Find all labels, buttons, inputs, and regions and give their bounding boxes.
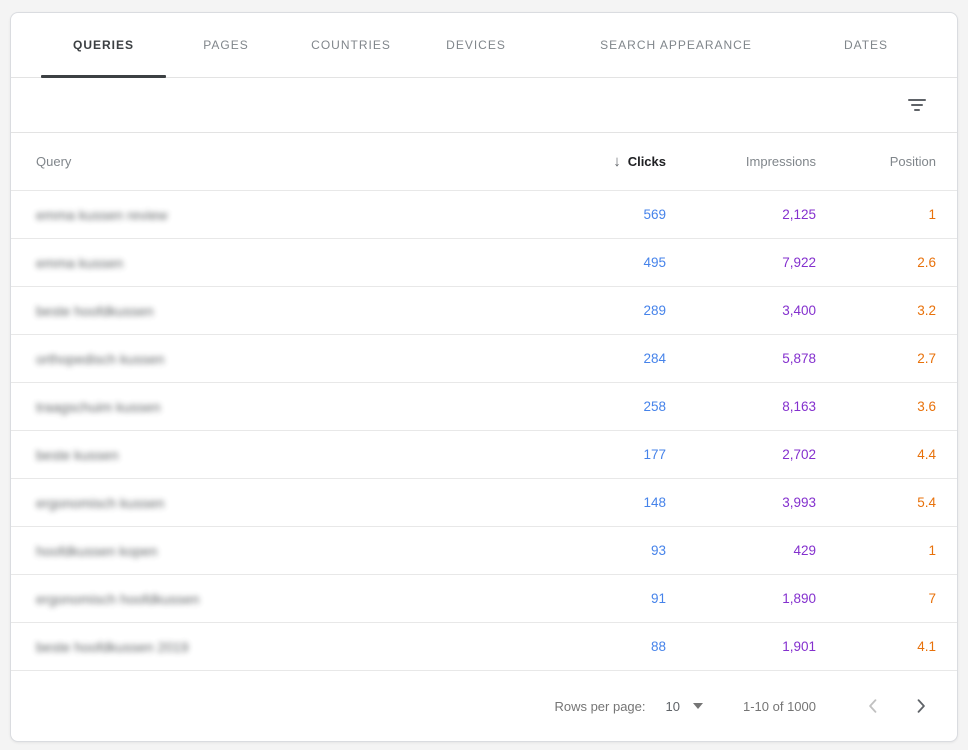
impressions-cell: 7,922 bbox=[782, 255, 816, 270]
blurred-query-text: ergonomisch hoofdkussen bbox=[36, 590, 200, 607]
chevron-left-icon bbox=[869, 699, 877, 713]
pagination-range-label: 1-10 of 1000 bbox=[742, 698, 816, 714]
filter-icon[interactable] bbox=[905, 93, 929, 117]
previous-page-button[interactable] bbox=[858, 691, 888, 721]
blurred-query-text: hoofdkussen kopen bbox=[36, 542, 158, 559]
tab-countries[interactable]: COUNTRIES bbox=[311, 38, 391, 52]
column-header-clicks[interactable]: ↓ Clicks bbox=[613, 153, 666, 170]
query-cell: beste hoofdkussen bbox=[36, 303, 516, 319]
tab-devices[interactable]: DEVICES bbox=[446, 38, 506, 52]
clicks-cell: 177 bbox=[643, 447, 666, 462]
blurred-query-text: beste kussen bbox=[36, 446, 119, 463]
sort-descending-icon: ↓ bbox=[613, 153, 621, 170]
column-header-query[interactable]: Query bbox=[36, 154, 72, 169]
query-cell: ergonomisch hoofdkussen bbox=[36, 591, 516, 607]
tab-pages[interactable]: PAGES bbox=[203, 38, 249, 52]
table-row[interactable]: orthopedisch kussen 284 5,878 2.7 bbox=[11, 334, 957, 382]
query-cell: ergonomisch kussen bbox=[36, 495, 516, 511]
position-cell: 4.4 bbox=[917, 447, 936, 462]
clicks-cell: 88 bbox=[650, 639, 666, 654]
clicks-cell: 284 bbox=[643, 351, 666, 366]
dropdown-arrow-icon bbox=[692, 703, 703, 709]
position-cell: 4.1 bbox=[917, 639, 936, 654]
table-row[interactable]: emma kussen review 569 2,125 1 bbox=[11, 190, 957, 238]
table-row[interactable]: ergonomisch hoofdkussen 91 1,890 7 bbox=[11, 574, 957, 622]
position-cell: 3.6 bbox=[917, 399, 936, 414]
clicks-cell: 289 bbox=[643, 303, 666, 318]
impressions-cell: 429 bbox=[793, 543, 816, 558]
impressions-cell: 3,400 bbox=[782, 303, 816, 318]
blurred-query-text: traagschuim kussen bbox=[36, 398, 161, 415]
table-row[interactable]: traagschuim kussen 258 8,163 3.6 bbox=[11, 382, 957, 430]
blurred-query-text: emma kussen review bbox=[36, 206, 168, 223]
query-cell: emma kussen bbox=[36, 255, 516, 271]
column-header-impressions[interactable]: Impressions bbox=[745, 154, 816, 169]
query-cell: orthopedisch kussen bbox=[36, 351, 516, 367]
next-page-button[interactable] bbox=[906, 691, 936, 721]
table-row[interactable]: beste hoofdkussen 2019 88 1,901 4.1 bbox=[11, 622, 957, 670]
clicks-cell: 148 bbox=[643, 495, 666, 510]
position-cell: 5.4 bbox=[917, 495, 936, 510]
clicks-cell: 495 bbox=[643, 255, 666, 270]
table-row[interactable]: hoofdkussen kopen 93 429 1 bbox=[11, 526, 957, 574]
impressions-cell: 2,125 bbox=[782, 207, 816, 222]
clicks-cell: 258 bbox=[643, 399, 666, 414]
table-row[interactable]: ergonomisch kussen 148 3,993 5.4 bbox=[11, 478, 957, 526]
impressions-cell: 2,702 bbox=[782, 447, 816, 462]
tab-queries[interactable]: QUERIES bbox=[41, 13, 166, 78]
query-cell: beste hoofdkussen 2019 bbox=[36, 639, 516, 655]
position-cell: 2.6 bbox=[917, 255, 936, 270]
position-cell: 3.2 bbox=[917, 303, 936, 318]
clicks-cell: 569 bbox=[643, 207, 666, 222]
performance-table-card: QUERIES PAGES COUNTRIES DEVICES SEARCH A… bbox=[10, 12, 958, 742]
column-header-position[interactable]: Position bbox=[889, 154, 936, 169]
pagination-bar: Rows per page: 10 1-10 of 1000 bbox=[11, 670, 957, 741]
blurred-query-text: emma kussen bbox=[36, 254, 124, 271]
table-row[interactable]: emma kussen 495 7,922 2.6 bbox=[11, 238, 957, 286]
dimension-tabbar: QUERIES PAGES COUNTRIES DEVICES SEARCH A… bbox=[11, 13, 957, 78]
blurred-query-text: beste hoofdkussen bbox=[36, 302, 154, 319]
rows-per-page-select[interactable]: 10 bbox=[666, 699, 703, 714]
blurred-query-text: ergonomisch kussen bbox=[36, 494, 165, 511]
position-cell: 7 bbox=[928, 591, 936, 606]
chevron-right-icon bbox=[917, 699, 925, 713]
rows-per-page-value: 10 bbox=[665, 698, 680, 714]
rows-per-page-label: Rows per page: bbox=[554, 698, 646, 714]
clicks-cell: 93 bbox=[650, 543, 666, 558]
table-row[interactable]: beste hoofdkussen 289 3,400 3.2 bbox=[11, 286, 957, 334]
clicks-cell: 91 bbox=[650, 591, 666, 606]
impressions-cell: 3,993 bbox=[782, 495, 816, 510]
tab-dates[interactable]: DATES bbox=[843, 38, 889, 52]
position-cell: 1 bbox=[928, 207, 936, 222]
impressions-cell: 1,901 bbox=[782, 639, 816, 654]
impressions-cell: 1,890 bbox=[782, 591, 816, 606]
blurred-query-text: orthopedisch kussen bbox=[36, 350, 165, 367]
query-cell: beste kussen bbox=[36, 447, 516, 463]
table-header: Query ↓ Clicks Impressions Position bbox=[11, 133, 957, 190]
query-cell: traagschuim kussen bbox=[36, 399, 516, 415]
query-cell: hoofdkussen kopen bbox=[36, 543, 516, 559]
position-cell: 1 bbox=[928, 543, 936, 558]
position-cell: 2.7 bbox=[917, 351, 936, 366]
query-cell: emma kussen review bbox=[36, 207, 516, 223]
blurred-query-text: beste hoofdkussen 2019 bbox=[36, 638, 189, 655]
impressions-cell: 5,878 bbox=[782, 351, 816, 366]
table-row[interactable]: beste kussen 177 2,702 4.4 bbox=[11, 430, 957, 478]
impressions-cell: 8,163 bbox=[782, 399, 816, 414]
tab-search-appearance[interactable]: SEARCH APPEARANCE bbox=[600, 38, 752, 52]
filter-toolbar bbox=[11, 78, 957, 133]
